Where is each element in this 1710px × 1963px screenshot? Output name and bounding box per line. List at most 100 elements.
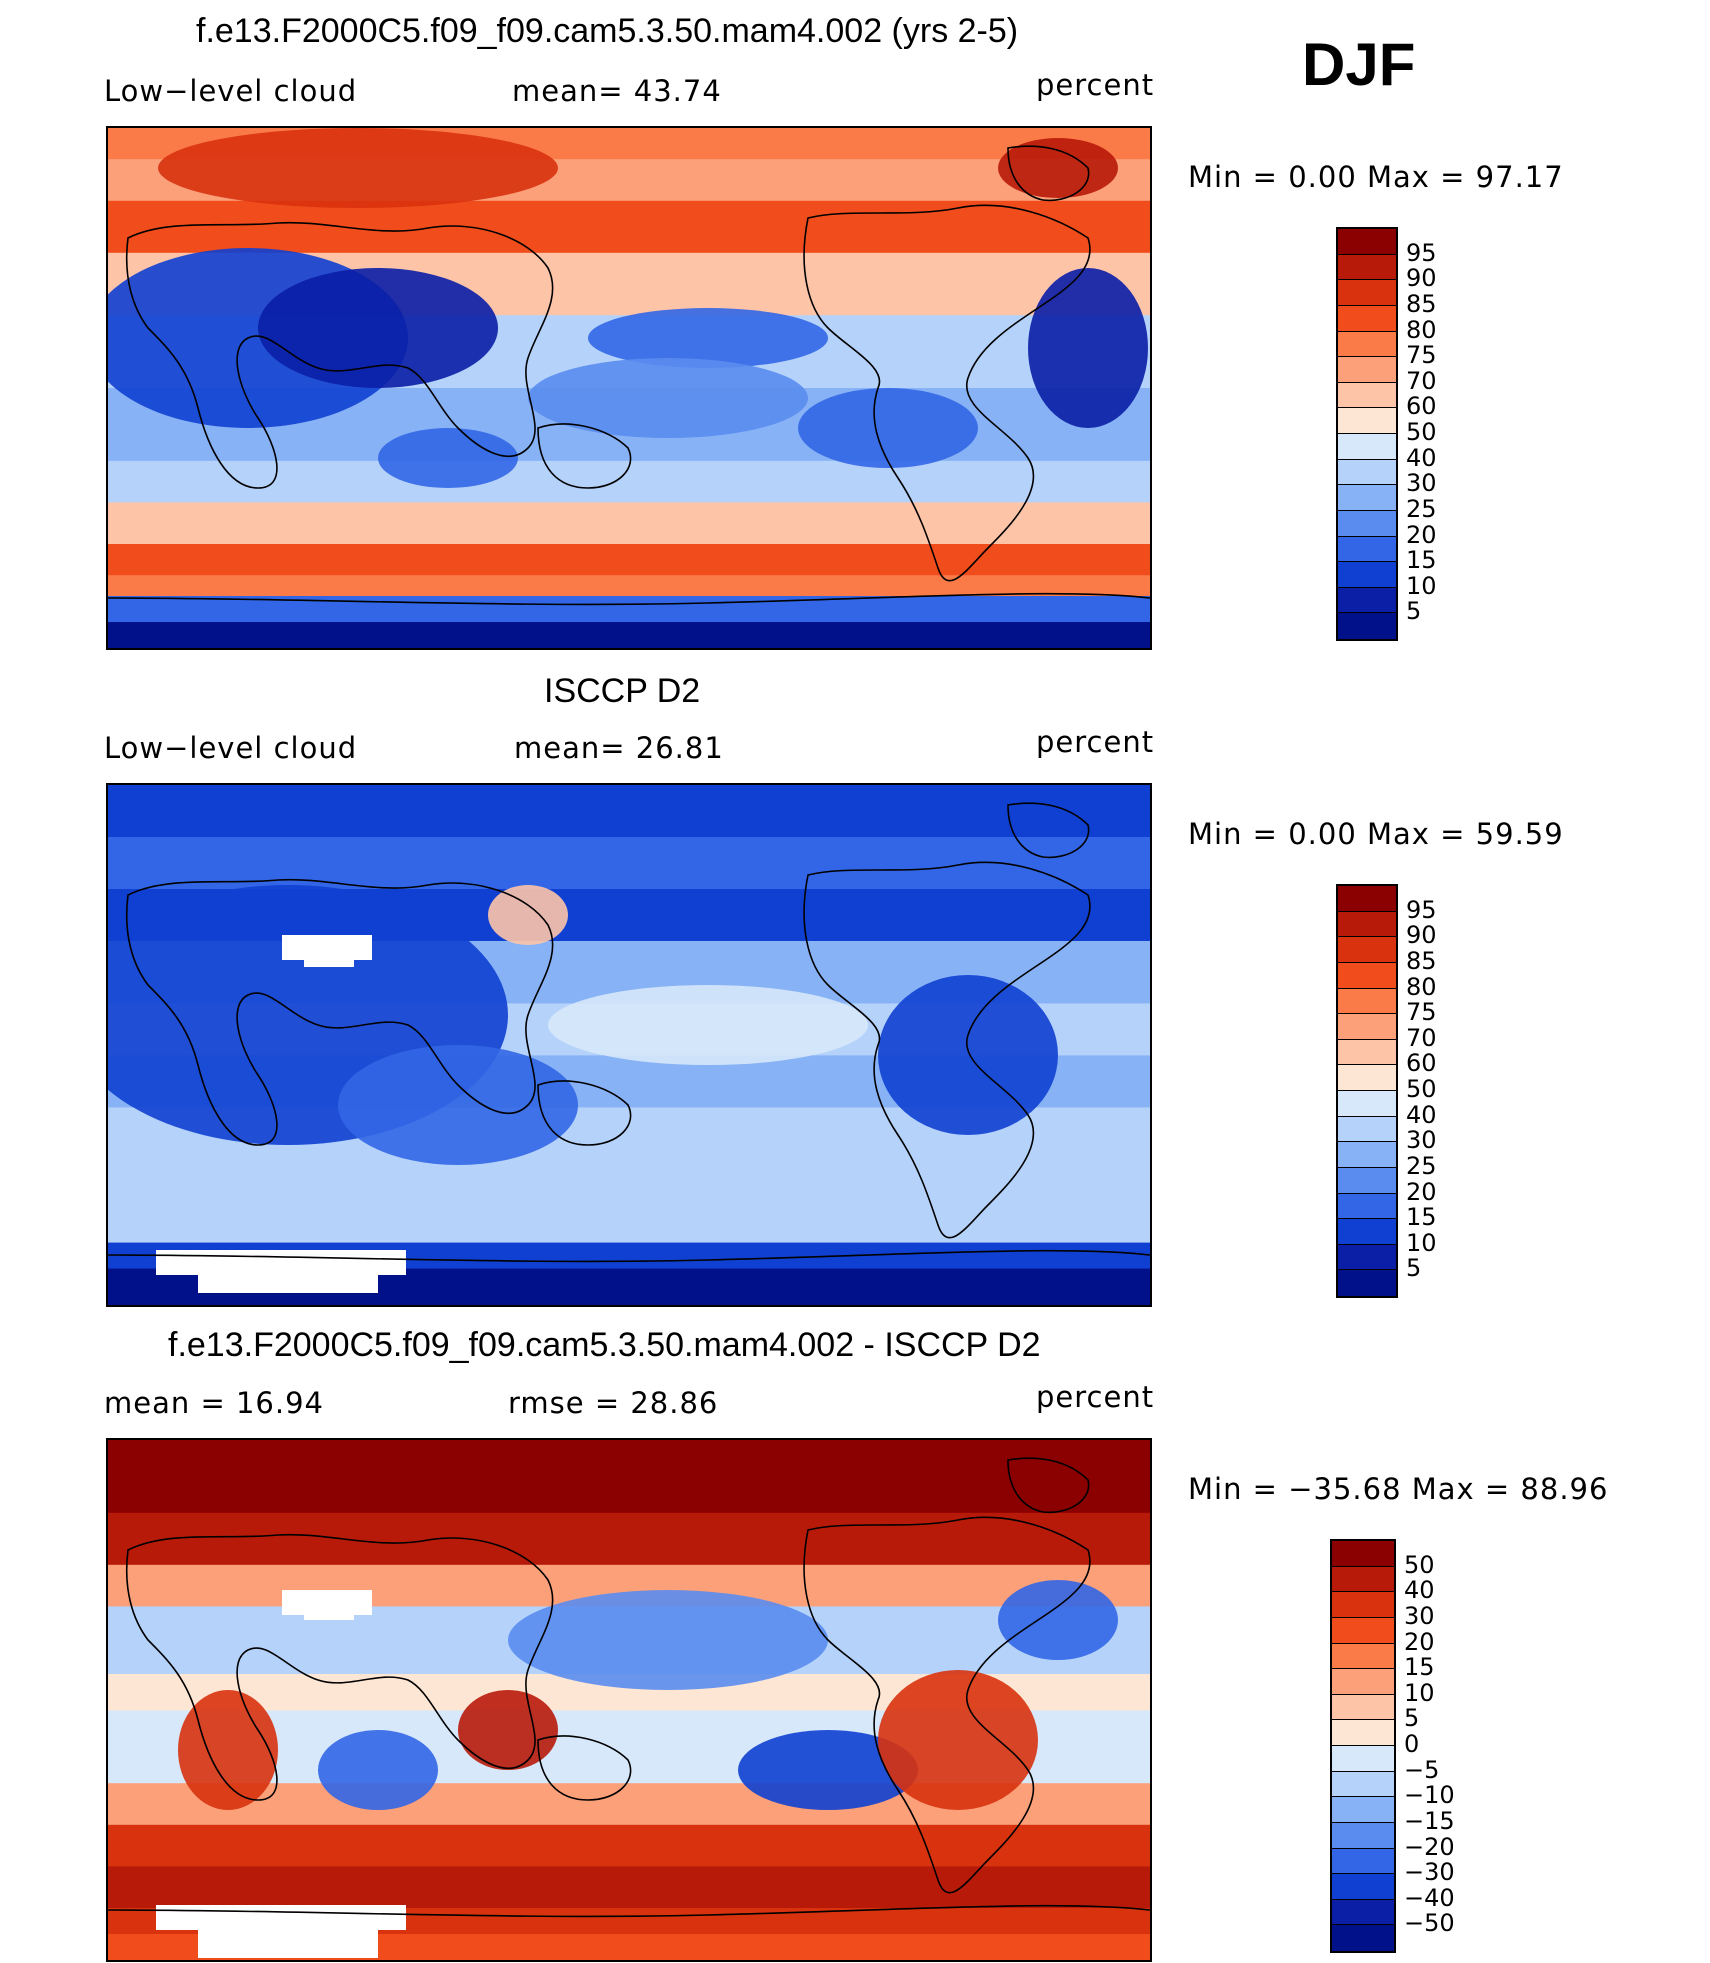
units-label: percent [1036, 1380, 1155, 1414]
colorbar-swatch [1338, 280, 1396, 306]
units-label: percent [1036, 68, 1155, 102]
colorbar-swatch [1332, 1874, 1394, 1900]
colorbar-swatch [1338, 510, 1396, 537]
colorbar-tick-label: 40 [1404, 1576, 1435, 1605]
colorbar-tick-label: 30 [1406, 1126, 1437, 1155]
colorbar-swatch [1338, 485, 1396, 511]
colorbar-tick-label: 90 [1406, 264, 1437, 293]
min-max-label: Min = −35.68 Max = 88.96 [1188, 1472, 1609, 1506]
colorbar-swatch [1332, 1746, 1394, 1772]
colorbar-swatch [1338, 1065, 1396, 1091]
colorbar-tick-label: 40 [1406, 443, 1437, 472]
colorbar-swatch [1332, 1669, 1394, 1695]
min-max-label: Min = 0.00 Max = 59.59 [1188, 817, 1564, 851]
colorbar-swatch [1338, 536, 1396, 563]
colorbar-tick-label: 50 [1404, 1550, 1435, 1579]
panel-title: f.e13.F2000C5.f09_f09.cam5.3.50.mam4.002… [196, 12, 1019, 50]
colorbar-tick-label: 10 [1404, 1678, 1435, 1707]
colorbar-swatch [1332, 1617, 1394, 1644]
colorbar-swatch [1332, 1566, 1394, 1593]
colorbar-swatch [1338, 1091, 1396, 1117]
colorbar-tick-label: 75 [1406, 341, 1437, 370]
colorbar-tick-label: 60 [1406, 392, 1437, 421]
colorbar-swatch [1338, 1039, 1396, 1066]
colorbar-swatch [1332, 1720, 1394, 1746]
colorbar-swatch [1338, 886, 1396, 912]
colorbar-tick-label: 5 [1404, 1704, 1420, 1733]
mean-label: mean= 43.74 [512, 74, 722, 108]
colorbar-tick-label: −50 [1404, 1909, 1455, 1938]
colorbar-swatch [1338, 357, 1396, 383]
colorbar-tick-label: 15 [1406, 546, 1437, 575]
colorbar-tick-label: 80 [1406, 972, 1437, 1001]
colorbar-swatch [1332, 1694, 1394, 1721]
colorbar-swatch [1332, 1592, 1394, 1618]
colorbar-tick-label: 5 [1406, 1254, 1422, 1283]
colorbar-swatch [1338, 459, 1396, 486]
colorbar-tick-label: 60 [1406, 1049, 1437, 1078]
colorbar-tick-label: 75 [1406, 998, 1437, 1027]
colorbar-swatch [1338, 1142, 1396, 1168]
colorbar-tick-label: 20 [1406, 520, 1437, 549]
colorbar-tick-label: 30 [1404, 1601, 1435, 1630]
colorbar-tick-label: 90 [1406, 921, 1437, 950]
colorbar-tick-label: −10 [1404, 1781, 1455, 1810]
colorbar-swatch [1338, 587, 1396, 614]
colorbar-tick-label: 15 [1404, 1653, 1435, 1682]
colorbar-tick-label: 20 [1404, 1627, 1435, 1656]
colorbar-swatch [1338, 305, 1396, 332]
colorbar-swatch [1338, 613, 1396, 639]
colorbar-tick-label: 95 [1406, 895, 1437, 924]
field-label: Low−level cloud [104, 74, 358, 108]
colorbar-swatch [1332, 1822, 1394, 1849]
colorbar-swatch [1338, 988, 1396, 1015]
colorbar-tick-label: −40 [1404, 1883, 1455, 1912]
colorbar [1336, 227, 1398, 641]
colorbar-tick-label: 40 [1406, 1100, 1437, 1129]
colorbar [1336, 884, 1398, 1298]
mean-label: mean= 26.81 [514, 731, 724, 765]
colorbar-tick-label: 0 [1404, 1730, 1420, 1758]
colorbar-tick-label: 50 [1406, 1075, 1437, 1103]
colorbar-swatch [1338, 562, 1396, 588]
colorbar-swatch [1338, 229, 1396, 255]
colorbar-swatch [1332, 1797, 1394, 1823]
colorbar-swatch [1338, 434, 1396, 460]
colorbar-swatch [1338, 1116, 1396, 1143]
colorbar-tick-label: 70 [1406, 1023, 1437, 1052]
colorbar-tick-label: 70 [1406, 366, 1437, 395]
colorbar-tick-label: 85 [1406, 946, 1437, 975]
min-max-label: Min = 0.00 Max = 97.17 [1188, 160, 1564, 194]
colorbar-swatch [1338, 1014, 1396, 1040]
colorbar-swatch [1338, 962, 1396, 989]
colorbar-swatch [1338, 1167, 1396, 1194]
units-label: percent [1036, 725, 1155, 759]
colorbar-swatch [1338, 937, 1396, 963]
map-model [106, 126, 1152, 650]
colorbar-tick-label: 50 [1406, 418, 1437, 446]
colorbar-tick-label: 85 [1406, 289, 1437, 318]
colorbar-swatch [1332, 1899, 1394, 1926]
colorbar-swatch [1338, 1219, 1396, 1245]
colorbar-swatch [1338, 1244, 1396, 1271]
colorbar-tick-label: −5 [1404, 1755, 1440, 1784]
colorbar-swatch [1338, 331, 1396, 358]
colorbar-tick-label: 25 [1406, 494, 1437, 523]
colorbar-tick-label: 5 [1406, 597, 1422, 626]
colorbar-swatch [1338, 911, 1396, 938]
colorbar-tick-label: 10 [1406, 571, 1437, 600]
colorbar-swatch [1332, 1643, 1394, 1670]
panel-title: ISCCP D2 [544, 672, 701, 710]
colorbar-swatch [1338, 1193, 1396, 1220]
rmse-label: rmse = 28.86 [508, 1386, 719, 1420]
colorbar-tick-label: 10 [1406, 1228, 1437, 1257]
colorbar-tick-label: 95 [1406, 238, 1437, 267]
colorbar-swatch [1332, 1771, 1394, 1798]
map-obs [106, 783, 1152, 1307]
colorbar-swatch [1338, 382, 1396, 409]
season-label: DJF [1302, 31, 1416, 98]
colorbar-swatch [1332, 1541, 1394, 1567]
colorbar [1330, 1539, 1396, 1953]
panel-title: f.e13.F2000C5.f09_f09.cam5.3.50.mam4.002… [168, 1326, 1041, 1364]
colorbar-swatch [1338, 1270, 1396, 1296]
